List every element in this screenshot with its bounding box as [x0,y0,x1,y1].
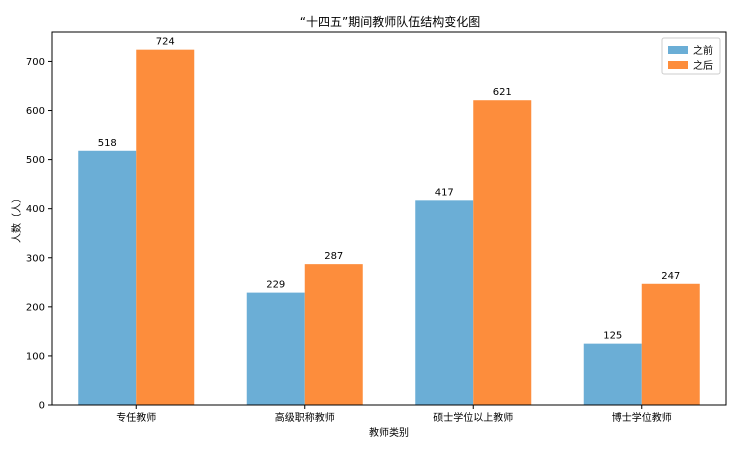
y-axis-label: 人数（人） [10,193,23,243]
bar-value-label: 417 [435,187,454,198]
bar-value-label: 518 [98,138,117,149]
y-tick-label: 300 [26,253,45,264]
y-tick-label: 100 [26,351,45,362]
bar-value-label: 229 [266,280,285,291]
x-tick-label: 硕士学位以上教师 [433,411,513,424]
legend-label: 之前 [693,44,713,57]
bar-before [415,200,474,405]
bar-before [78,150,137,405]
legend-swatch [668,46,688,54]
y-tick-label: 200 [26,302,45,313]
y-tick-label: 700 [26,57,45,68]
bar-after [473,100,532,406]
plot-frame [51,31,727,406]
y-tick-label: 0 [39,401,45,412]
bar-value-label: 287 [324,251,343,262]
legend-swatch [668,61,688,69]
bar-value-label: 247 [661,271,680,282]
x-axis-label: 教师类别 [369,426,409,439]
bar-after [641,283,700,405]
bar-value-label: 125 [603,331,622,342]
x-tick-label: 高级职称教师 [275,411,335,424]
x-tick-label: 专任教师 [116,411,156,424]
bar-value-label: 724 [156,37,175,48]
y-tick-label: 500 [26,155,45,166]
y-tick-label: 400 [26,204,45,215]
bar-before [246,292,305,405]
x-tick-label: 博士学位教师 [612,411,672,424]
bar-after [136,49,195,405]
y-tick-label: 600 [26,106,45,117]
bar-before [583,343,642,405]
legend-label: 之后 [693,59,713,72]
chart-title: “十四五”期间教师队伍结构变化图 [300,14,480,29]
bar-value-label: 621 [493,87,512,98]
bar-after [304,264,363,405]
